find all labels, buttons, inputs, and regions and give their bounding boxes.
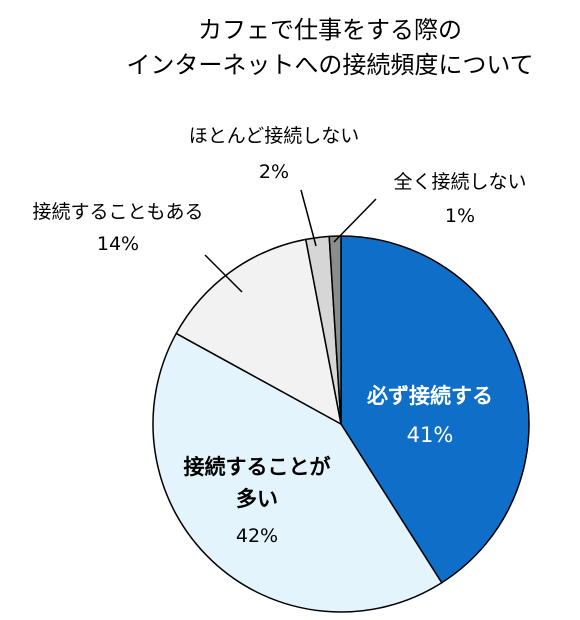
slice-label-ooi-line-1: 接続することが bbox=[184, 455, 331, 479]
slice-percent-mattaku: 1% bbox=[445, 205, 475, 227]
slice-mattaku bbox=[328, 235, 342, 425]
leader-line-mo-aru bbox=[204, 254, 243, 293]
chart-title-line-2: インターネットへの接続頻度について bbox=[126, 51, 533, 79]
leader-line-hotondo bbox=[300, 189, 317, 247]
slice-percent-hotondo: 2% bbox=[259, 161, 289, 183]
slice-percent-kanarazu: 41% bbox=[407, 423, 454, 447]
pie-slices bbox=[152, 235, 530, 613]
slice-ooi bbox=[152, 332, 443, 613]
slice-label-kanarazu: 必ず接続する bbox=[367, 384, 493, 408]
slice-label-mattaku: 全く接続しない bbox=[393, 171, 526, 193]
slice-kanarazu bbox=[340, 235, 530, 584]
chart-title-line-1: カフェで仕事をする際の bbox=[198, 16, 462, 44]
slice-label-hotondo: ほとんど接続しない bbox=[189, 125, 359, 147]
slice-percent-mo-aru: 14% bbox=[97, 233, 139, 255]
leader-line-mattaku bbox=[333, 198, 377, 243]
slice-mo-aru bbox=[175, 238, 342, 425]
slice-label-mo-aru: 接続することもある bbox=[32, 201, 203, 223]
slice-percent-ooi: 42% bbox=[236, 525, 278, 547]
leader-lines bbox=[204, 189, 377, 293]
slice-label-ooi-line-2: 多い bbox=[236, 487, 278, 511]
